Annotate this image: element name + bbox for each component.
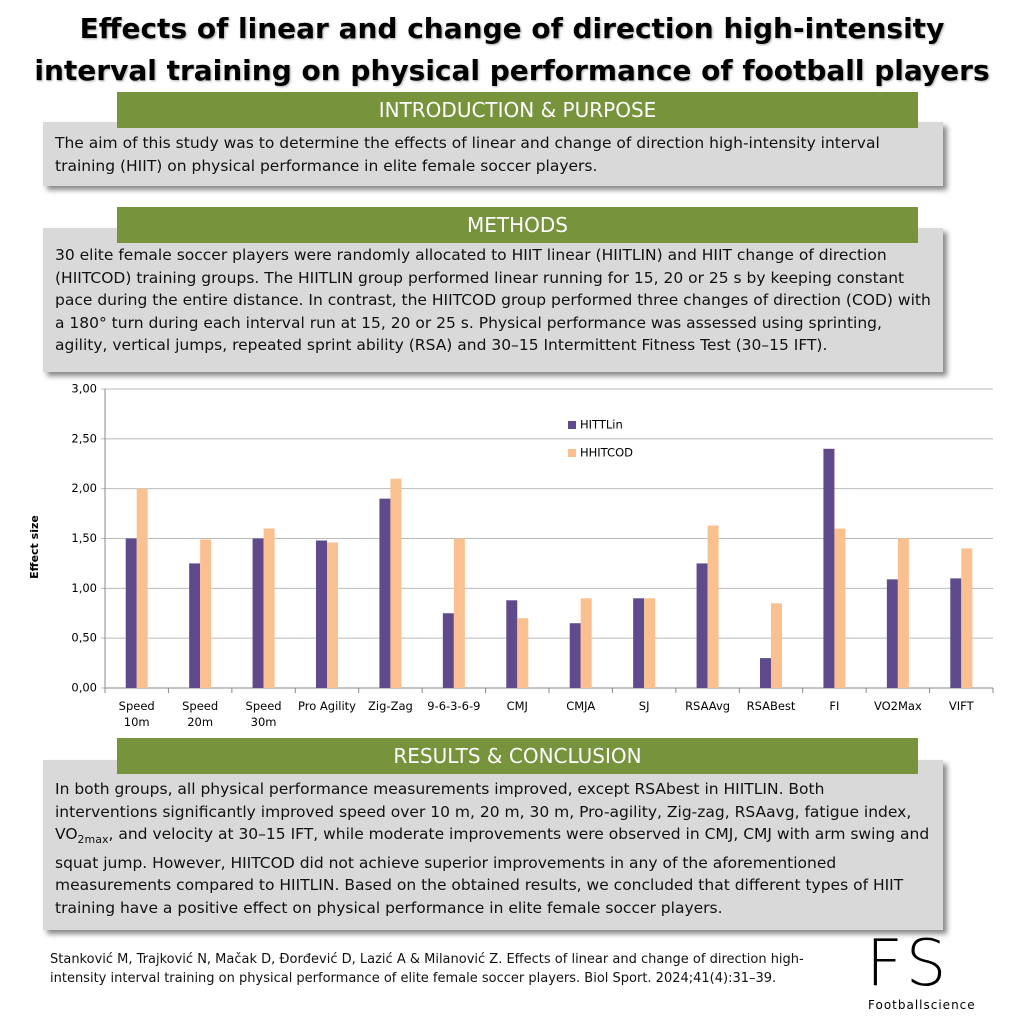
- methods-box: 30 elite female soccer players were rand…: [43, 228, 943, 372]
- x-tick-label: CMJ: [506, 699, 528, 713]
- bar: [580, 598, 592, 688]
- intro-box: The aim of this study was to determine t…: [43, 122, 943, 186]
- bar: [834, 528, 846, 688]
- y-axis-label: Effect size: [28, 515, 41, 579]
- bar: [125, 538, 137, 688]
- bar: [517, 618, 529, 688]
- chart-svg: Effect size 0,00 0,50 1,00 1,50 2,00 2,50 3,00…: [28, 382, 994, 695]
- results-text: In both groups, all physical performance…: [55, 780, 912, 843]
- intro-heading: INTRODUCTION & PURPOSE: [117, 92, 918, 128]
- bar: [327, 542, 338, 688]
- x-tick-label: 9-6-3-6-9: [427, 699, 481, 713]
- bar: [263, 528, 275, 688]
- bar: [453, 538, 465, 688]
- y-tick-label: 2,50: [71, 431, 97, 445]
- legend-swatch: [568, 449, 576, 457]
- x-tick-label: Speed 20m: [182, 699, 219, 729]
- y-tick-label: 1,50: [71, 531, 97, 545]
- y-tick-label: 0,00: [71, 681, 97, 695]
- chart: Effect size 0,00 0,50 1,00 1,50 2,00 2,50 3,00…: [0, 375, 1024, 740]
- bar: [189, 563, 201, 688]
- x-tick-label: SJ: [638, 699, 650, 713]
- x-tick-label: Speed 10m: [118, 699, 155, 729]
- bar: [897, 538, 909, 688]
- bar: [379, 498, 391, 688]
- bar: [136, 488, 148, 688]
- y-tick-label: 2,00: [71, 481, 97, 495]
- bar: [823, 448, 835, 688]
- legend-swatch: [568, 421, 576, 429]
- bar: [760, 658, 771, 688]
- bar: [886, 579, 898, 688]
- y-tick-label: 1,00: [71, 581, 97, 595]
- x-tick-label: Speed 30m: [245, 699, 282, 729]
- bar: [200, 539, 212, 688]
- x-tick-label: RSABest: [746, 699, 796, 713]
- results-box: In both groups, all physical performance…: [43, 760, 943, 930]
- methods-text: 30 elite female soccer players were rand…: [55, 246, 931, 354]
- bar: [961, 548, 973, 688]
- bar: [506, 600, 518, 688]
- bar: [316, 540, 327, 688]
- title: Effects of linear and change of directio…: [34, 12, 990, 87]
- bar: [707, 525, 719, 688]
- bar: [950, 578, 962, 688]
- bar: [644, 598, 656, 688]
- y-tick-label: 0,50: [71, 631, 97, 645]
- x-tick-label: VIFT: [948, 699, 974, 713]
- x-tick-label: CMJA: [566, 699, 596, 713]
- bar: [696, 563, 708, 688]
- x-tick-label: VO2Max: [873, 699, 922, 713]
- bar: [633, 598, 645, 688]
- bar: [390, 478, 402, 688]
- results-heading: RESULTS & CONCLUSION: [117, 738, 918, 774]
- logo-name: Footballscience: [868, 998, 976, 1012]
- legend-label: HITTLin: [580, 418, 623, 432]
- x-tick-label: Pro Agility: [298, 699, 356, 713]
- x-tick-label: Zig-Zag: [368, 699, 413, 713]
- citation: Stanković M, Trajković N, Mačak D, Đorđe…: [50, 952, 804, 986]
- results-sub: 2max: [77, 833, 109, 847]
- logo-mark: FS: [866, 927, 951, 1001]
- bar: [442, 613, 454, 688]
- intro-text: The aim of this study was to determine t…: [55, 134, 880, 175]
- results-text: , and velocity at 30–15 IFT, while moder…: [55, 825, 930, 917]
- bar: [569, 623, 581, 688]
- x-tick-label: RSAAvg: [685, 699, 731, 713]
- bar: [771, 603, 782, 688]
- y-tick-label: 3,00: [71, 382, 97, 396]
- methods-heading: METHODS: [117, 207, 918, 243]
- bar: [252, 538, 264, 688]
- legend-label: HHITCOD: [580, 446, 633, 460]
- x-tick-label: FI: [829, 699, 840, 713]
